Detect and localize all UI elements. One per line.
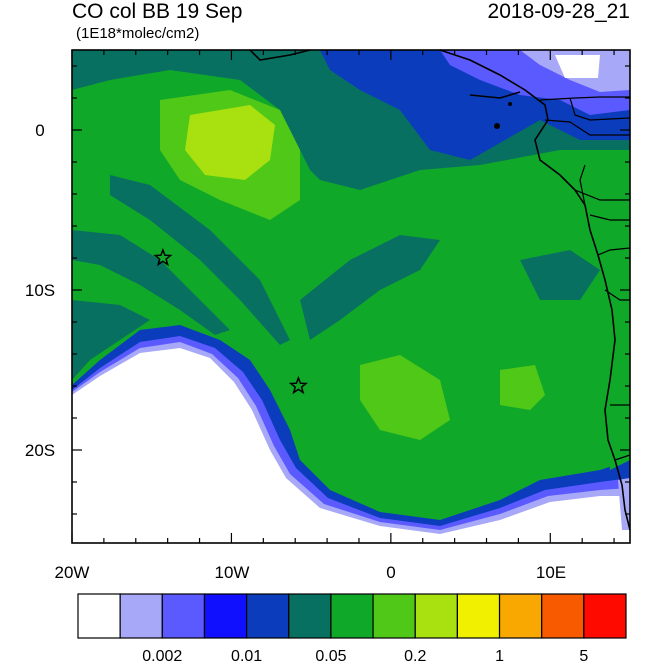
x-tick-label: 20W xyxy=(55,563,90,582)
colorbar-label: 1 xyxy=(495,648,504,665)
coastline xyxy=(249,49,631,531)
x-tick-label: 10E xyxy=(536,563,566,582)
colorbar xyxy=(77,593,627,639)
island-small xyxy=(508,102,512,106)
colorbar-swatch xyxy=(414,593,458,639)
field-dark-green-west xyxy=(72,300,150,380)
star-marker xyxy=(288,375,308,395)
x-tick-label: 0 xyxy=(386,563,395,582)
island-bioko xyxy=(494,123,500,129)
colorbar-label: 0.002 xyxy=(142,648,183,665)
field-dark-green-east xyxy=(520,250,600,300)
field-light-green-east xyxy=(500,365,545,410)
colorbar-label: 0.2 xyxy=(404,648,427,665)
colorbar-swatch xyxy=(330,593,374,639)
field-light-green-south xyxy=(360,355,450,440)
y-tick-label: 0 xyxy=(35,121,44,140)
star-marker xyxy=(153,247,173,267)
colorbar-swatch xyxy=(77,593,121,639)
y-tick-label: 10S xyxy=(25,281,55,300)
field-dark-green-streak-1 xyxy=(110,175,290,345)
colorbar-swatch xyxy=(161,593,206,639)
field-white-south xyxy=(72,348,630,543)
field-white-ne xyxy=(555,55,600,78)
colorbar-swatch xyxy=(541,593,585,639)
colorbar-label: 0.01 xyxy=(231,648,263,665)
colorbar-swatch xyxy=(246,593,290,639)
colorbar-swatch xyxy=(372,593,416,639)
timestamp: 2018-09-28_21 xyxy=(487,0,630,23)
y-tick-label: 20S xyxy=(25,441,55,460)
field-dark-green-streak-2 xyxy=(72,230,230,335)
map-title: CO col BB 19 Sep xyxy=(72,0,243,23)
field-yellow-green-north xyxy=(185,105,275,180)
colorbar-label: 5 xyxy=(579,648,589,665)
field-dark-green-streak-3 xyxy=(300,235,440,340)
colorbar-swatch xyxy=(119,593,163,639)
site-markers xyxy=(153,247,308,395)
colorbar-swatch xyxy=(456,593,501,639)
y-axis-labels: 0 10S 20S xyxy=(25,121,55,460)
plot-frame xyxy=(71,49,631,544)
country-borders xyxy=(539,96,631,461)
axis-ticks xyxy=(71,50,630,543)
colorbar-swatch xyxy=(583,593,627,639)
colorbar-swatch xyxy=(203,593,248,639)
colorbar-label: 0.05 xyxy=(315,648,347,665)
x-axis-labels: 20W 10W 0 10E xyxy=(55,563,567,582)
units-label: (1E18*molec/cm2) xyxy=(76,25,200,42)
x-tick-label: 10W xyxy=(215,563,250,582)
colorbar-swatch xyxy=(288,593,332,639)
map-field xyxy=(72,50,630,543)
colorbar-swatch xyxy=(498,593,543,639)
field-land-east xyxy=(600,290,630,470)
